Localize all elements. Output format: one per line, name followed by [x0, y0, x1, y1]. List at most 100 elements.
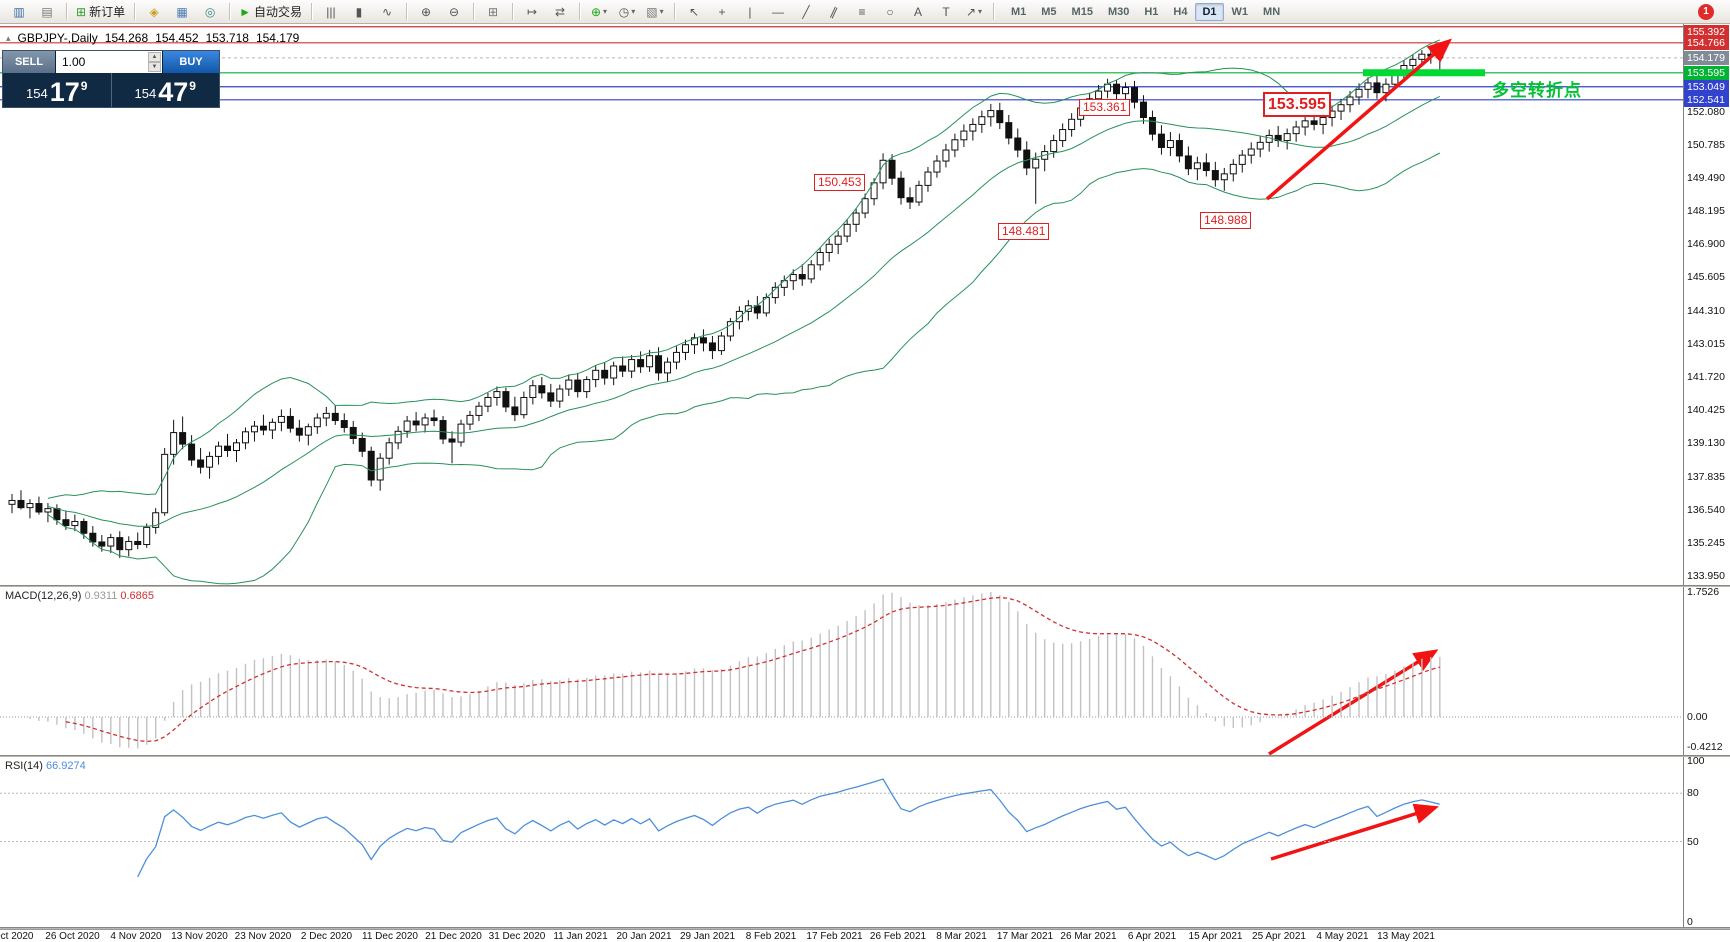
profiles-icon: ▤: [41, 4, 53, 19]
candle: [1283, 133, 1291, 142]
zoom-in-button[interactable]: ⊕: [413, 2, 439, 22]
macd-signal-line: [65, 596, 1440, 743]
timeframe-button-h1[interactable]: H1: [1144, 5, 1159, 18]
candle: [1364, 82, 1372, 90]
candle: [358, 437, 366, 452]
timeframe-button-w1[interactable]: W1: [1231, 5, 1249, 18]
price-callout[interactable]: 153.361: [1079, 99, 1131, 116]
rsi-canvas[interactable]: [0, 757, 1684, 927]
timeframe-button-d1[interactable]: D1: [1195, 2, 1224, 21]
arrows-tool-button[interactable]: ↗ ▾: [961, 2, 987, 22]
buy-button[interactable]: BUY: [162, 51, 219, 73]
new-chart-button[interactable]: ▥: [6, 2, 32, 22]
rsi-tick-label: 50: [1687, 835, 1699, 848]
annotation-text[interactable]: 多空转折点: [1492, 81, 1582, 100]
macd-main-value: 0.9311: [84, 590, 118, 602]
price-tag: 154.766: [1684, 35, 1729, 50]
autotrading-button[interactable]: ► 自动交易: [236, 2, 305, 22]
shapes-tool-button[interactable]: ○: [877, 2, 903, 22]
candle: [1184, 155, 1192, 170]
zoom-out-button[interactable]: ⊖: [441, 2, 467, 22]
candle: [807, 264, 815, 280]
date-label: 20 Jan 2021: [616, 931, 672, 942]
text-tool-button[interactable]: A: [905, 2, 931, 22]
profiles-button[interactable]: ▤: [34, 2, 60, 22]
timeframe-button-m15[interactable]: M15: [1071, 5, 1093, 18]
macd-axis[interactable]: 1.7526 0.00 -0.4212: [1683, 587, 1730, 755]
dropdown-caret-icon: ▾: [603, 7, 608, 16]
trend-arrow[interactable]: [1268, 649, 1439, 755]
fibonacci-tool-icon: ≡: [858, 4, 866, 19]
zoom-out-icon: ⊖: [448, 4, 460, 19]
volume-input[interactable]: [56, 51, 162, 73]
candlestick-chart-button[interactable]: ▮: [346, 2, 372, 22]
indicators-button[interactable]: ⊕ ▾: [586, 2, 612, 22]
timeframe-button-m30[interactable]: M30: [1107, 5, 1130, 18]
price-callout[interactable]: 148.481: [998, 223, 1050, 240]
main-toolbar: ▥ ▤ ⊞ 新订单 ◈ ▦ ◎ ► 自动交易 ||| ▮ ∿ ⊕ ⊖ ⊞ ↦ ⇄ ⊕ ▾ ◷ ▾ ▧ ▾ ↖ + | — ╱ ∥ ≡ ○ A T…: [0, 0, 1730, 24]
trendline-tool-button[interactable]: ╱: [793, 2, 819, 22]
vertical-line-tool-button[interactable]: |: [737, 2, 763, 22]
oneclick-toggle-icon[interactable]: ▴: [6, 32, 11, 43]
candle: [1193, 162, 1201, 170]
bar-chart-button[interactable]: |||: [318, 2, 344, 22]
price-chart-canvas[interactable]: [0, 24, 1684, 585]
timeframe-button-m5[interactable]: M5: [1041, 5, 1057, 18]
chart-shift-button[interactable]: ⇄: [547, 2, 573, 22]
volume-decrease-button[interactable]: ▼: [148, 62, 161, 72]
timeframe-button-m1[interactable]: M1: [1010, 5, 1027, 18]
candle: [26, 503, 34, 509]
price-chart-window: ▴ GBPJPY-,Daily 154.268 154.452 153.718 …: [0, 24, 1730, 585]
channel-tool-button[interactable]: ∥: [821, 2, 847, 22]
notification-badge[interactable]: 1: [1698, 3, 1714, 20]
cursor-tool-button[interactable]: ↖: [681, 2, 707, 22]
new-order-button[interactable]: ⊞ 新订单: [73, 2, 128, 22]
candle: [179, 432, 187, 445]
window-splitter[interactable]: [0, 755, 1730, 757]
data-window-button[interactable]: ▦: [169, 2, 195, 22]
candle: [349, 426, 357, 439]
label-tool-button[interactable]: T: [933, 2, 959, 22]
fibonacci-tool-button[interactable]: ≡: [849, 2, 875, 22]
tile-windows-button[interactable]: ⊞: [480, 2, 506, 22]
date-axis[interactable]: 6 Oct 2020 26 Oct 2020 4 Nov 2020 13 Nov 20…: [0, 929, 1730, 942]
vertical-line-tool-icon: |: [748, 4, 752, 19]
price-tick-label: 139.130: [1687, 437, 1725, 450]
date-label: 15 Apr 2021: [1188, 931, 1243, 942]
price-tick-label: 152.080: [1687, 105, 1725, 118]
candle: [430, 417, 438, 422]
timeframe-button-mn[interactable]: MN: [1263, 5, 1281, 18]
toolbar-separator: [229, 3, 231, 20]
crosshair-tool-button[interactable]: +: [709, 2, 735, 22]
horizontal-line-tool-button[interactable]: —: [765, 2, 791, 22]
price-callout[interactable]: 148.988: [1200, 212, 1252, 229]
price-callout[interactable]: 150.453: [814, 174, 866, 191]
price-callout[interactable]: 153.595: [1263, 92, 1331, 117]
candle: [502, 391, 510, 408]
candle: [89, 532, 97, 543]
buy-price[interactable]: 154 47 9: [110, 73, 220, 107]
history-center-button[interactable]: ◈: [141, 2, 167, 22]
sell-price[interactable]: 154 17 9: [3, 73, 111, 107]
auto-scroll-button[interactable]: ↦: [519, 2, 545, 22]
navigator-button[interactable]: ◎: [197, 2, 223, 22]
macd-window: MACD(12,26,9) 0.9311 0.6865 1.7526 0.00 -0…: [0, 587, 1730, 755]
line-chart-button[interactable]: ∿: [374, 2, 400, 22]
timeframe-button-h4[interactable]: H4: [1173, 5, 1188, 18]
price-axis[interactable]: 152.080 150.785 149.490 148.195 146.900 145.6…: [1683, 24, 1730, 585]
volume-increase-button[interactable]: ▲: [148, 52, 161, 62]
trend-arrow[interactable]: [1265, 38, 1452, 201]
candle: [996, 110, 1004, 124]
window-splitter[interactable]: [0, 585, 1730, 587]
periods-button[interactable]: ◷ ▾: [614, 2, 640, 22]
candle: [726, 321, 734, 337]
sell-button[interactable]: SELL: [3, 51, 56, 73]
templates-button[interactable]: ▧ ▾: [642, 2, 668, 22]
candle: [843, 223, 851, 237]
toolbar-separator: [66, 3, 67, 20]
window-splitter[interactable]: [0, 927, 1730, 929]
rsi-axis[interactable]: 100 80 50 0: [1683, 757, 1730, 927]
trend-arrow[interactable]: [1270, 803, 1440, 861]
macd-canvas[interactable]: [0, 587, 1684, 755]
price-tick-label: 137.835: [1687, 470, 1725, 483]
